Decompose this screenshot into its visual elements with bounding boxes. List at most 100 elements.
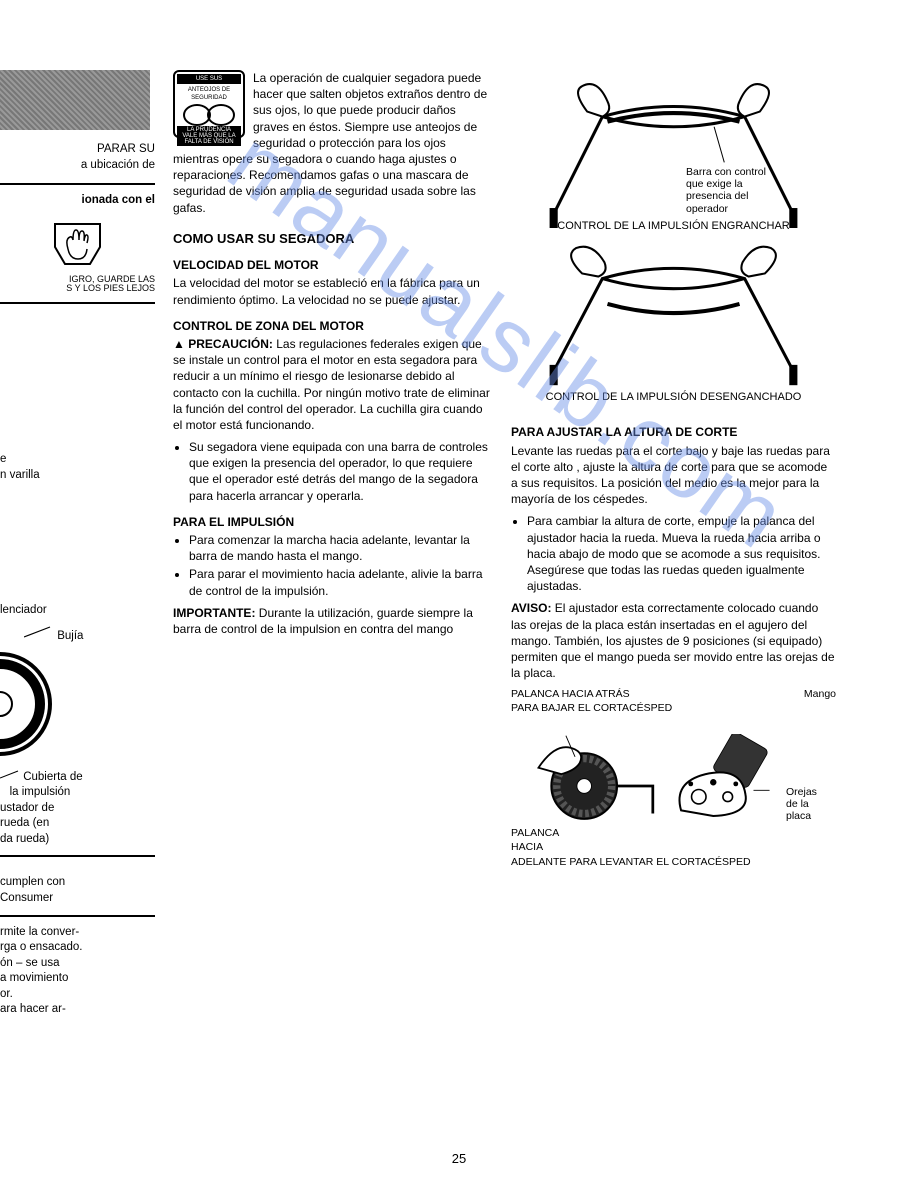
figure-caption-disengaged: CONTROL DE LA IMPULSIÓN DESENGANCHADO — [511, 390, 836, 405]
fragment-rmite: rmite la conver- rga o ensacado. ón – se… — [0, 925, 155, 1018]
caption-line: S Y LOS PIES LEJOS — [0, 284, 155, 294]
heading-ajustar-altura: PARA AJUSTAR LA ALTURA DE CORTE — [511, 424, 836, 440]
label-palanca-atras: PALANCA HACIA ATRÁS PARA BAJAR EL CORTAC… — [511, 687, 672, 715]
label-text: Cubierta de — [23, 771, 82, 783]
label-text: PARA BAJAR EL CORTACÉSPED — [511, 701, 672, 715]
wheel-adjust-icon — [511, 722, 657, 823]
right-column: Barra con control que exige la presencia… — [511, 70, 836, 1018]
label-text: Bujía — [57, 630, 83, 642]
label-text: la impulsión — [10, 786, 71, 798]
frag-text: ón – se usa — [0, 956, 155, 972]
callout-operator-bar: Barra con control que exige la presencia… — [686, 166, 816, 214]
label-mango: Mango — [804, 687, 836, 715]
label-silencer: lenciador — [0, 603, 155, 619]
figure-top-labels: PALANCA HACIA ATRÁS PARA BAJAR EL CORTAC… — [511, 687, 836, 715]
label-text: rueda (en — [0, 816, 155, 832]
heading-velocidad: VELOCIDAD DEL MOTOR — [173, 257, 493, 273]
label-text: ustador de — [0, 801, 155, 817]
list-item: Su segadora viene equipada con una barra… — [189, 439, 493, 504]
figure-height-adjust: Orejas de la placa — [511, 722, 836, 823]
label-orejas: Orejas de la placa — [786, 786, 836, 822]
banner-text: USE SUS — [177, 74, 241, 84]
divider — [0, 183, 155, 185]
label-text: PALANCA HACIA ATRÁS — [511, 687, 672, 701]
list-item: Para comenzar la marcha hacia adelante, … — [189, 532, 493, 564]
aviso-label: AVISO: — [511, 601, 551, 615]
bullet-list: Su segadora viene equipada con una barra… — [173, 439, 493, 504]
intro-block: USE SUS ANTEOJOS DE SEGURIDAD LA PRUDENC… — [173, 70, 493, 216]
label-bujia-row: Bujía — [24, 625, 155, 645]
frag-text: ara hacer ar- — [0, 1002, 155, 1018]
frag-text: rga o ensacado. — [0, 940, 155, 956]
label-text: HACIA — [511, 840, 836, 854]
fragment-parar: PARAR SU a ubicación de — [0, 142, 155, 173]
importante-label: IMPORTANTE: — [173, 606, 255, 620]
wheel-partial-icon — [0, 644, 60, 764]
label-text: placa — [786, 810, 836, 822]
pointer-line-icon — [24, 625, 54, 639]
bullet-list: Para cambiar la altura de corte, empuje … — [511, 513, 836, 594]
frag-text: n varilla — [0, 468, 155, 484]
label-text: lenciador — [0, 604, 47, 616]
hand-caption: IGRO, GUARDE LAS S Y LOS PIES LEJOS — [0, 275, 155, 295]
frag-text: PARAR SU — [0, 142, 155, 158]
label-text: da rueda) — [0, 832, 155, 848]
callout-text: que exige la — [686, 178, 816, 190]
list-item: Para cambiar la altura de corte, empuje … — [527, 513, 836, 594]
frag-text: a movimiento — [0, 971, 155, 987]
frag-text: Consumer — [0, 891, 155, 907]
frag-text: ionada con el — [82, 194, 156, 206]
label-text: ADELANTE PARA LEVANTAR EL CORTACÉSPED — [511, 855, 836, 869]
goggles-text: ANTEOJOS DE — [177, 86, 241, 94]
heading-impulsion: PARA EL IMPULSIÓN — [173, 514, 493, 530]
page-columns: PARAR SU a ubicación de ionada con el IG… — [0, 70, 898, 1018]
frag-text: cumplen con — [0, 875, 155, 891]
label-cover: Cubierta de la impulsión — [0, 770, 155, 801]
label-adjuster: ustador de rueda (en da rueda) — [0, 801, 155, 848]
precaucion-text: Las regulaciones federales exigen que se… — [173, 337, 490, 432]
para-ajustar: Levante las ruedas para el corte bajo y … — [511, 443, 836, 508]
heading-como-usar: COMO USAR SU SEGADORA — [173, 230, 493, 248]
goggles-text: SEGURIDAD — [177, 94, 241, 102]
frag-text: rmite la conver- — [0, 925, 155, 941]
fragment-varilla: e n varilla — [0, 452, 155, 483]
gray-texture-box — [0, 70, 150, 130]
heading-control-zona: CONTROL DE ZONA DEL MOTOR — [173, 318, 493, 334]
fragment-ionada: ionada con el — [0, 193, 155, 209]
label-text: de la — [786, 798, 836, 810]
label-text: PALANCA — [511, 826, 836, 840]
goggles-shape — [181, 104, 237, 124]
figure-handle-disengaged — [511, 243, 836, 385]
divider — [0, 915, 155, 917]
label-text: Orejas — [786, 786, 836, 798]
precaucion-label: PRECAUCIÓN: — [188, 337, 273, 351]
bullet-list: Para comenzar la marcha hacia adelante, … — [173, 532, 493, 599]
banner-bottom: LA PRUDENCIA VALE MÁS QUE LA FALTA DE VI… — [177, 126, 241, 146]
figure-caption-engaged: CONTROL DE LA IMPULSIÓN ENGRANCHAR — [511, 219, 836, 234]
page-number: 25 — [0, 1150, 918, 1168]
middle-column: USE SUS ANTEOJOS DE SEGURIDAD LA PRUDENC… — [173, 70, 493, 1018]
para-aviso: AVISO: El ajustador esta correctamente c… — [511, 600, 836, 681]
divider — [0, 855, 155, 857]
safety-goggles-icon: USE SUS ANTEOJOS DE SEGURIDAD LA PRUDENC… — [173, 70, 245, 138]
hand-warning-icon — [50, 219, 105, 269]
frag-text: a ubicación de — [0, 158, 155, 174]
plate-ears-icon — [665, 734, 778, 822]
para-precaucion: ▲ PRECAUCIÓN: Las regulaciones federales… — [173, 336, 493, 433]
aviso-text: El ajustador esta correctamente colocado… — [511, 601, 835, 680]
callout-text: presencia del — [686, 190, 816, 202]
frag-text: e — [0, 452, 155, 468]
figure-handle-engaged: Barra con control que exige la presencia… — [511, 76, 836, 215]
divider — [0, 302, 155, 304]
para-importante: IMPORTANTE: Durante la utilización, guar… — [173, 605, 493, 637]
fragment-cumplen: cumplen con Consumer — [0, 875, 155, 906]
para-velocidad: La velocidad del motor se estableció en … — [173, 275, 493, 307]
warning-triangle-icon: ▲ — [173, 337, 185, 351]
frag-text: or. — [0, 987, 155, 1003]
list-item: Para parar el movimiento hacia adelante,… — [189, 566, 493, 598]
banner-text: FALTA DE VISIÓN — [177, 139, 241, 145]
callout-text: Barra con control — [686, 166, 816, 178]
pointer-line-icon — [0, 770, 20, 780]
figure-bottom-labels: PALANCA HACIA ADELANTE PARA LEVANTAR EL … — [511, 826, 836, 869]
left-column: PARAR SU a ubicación de ionada con el IG… — [0, 70, 155, 1018]
